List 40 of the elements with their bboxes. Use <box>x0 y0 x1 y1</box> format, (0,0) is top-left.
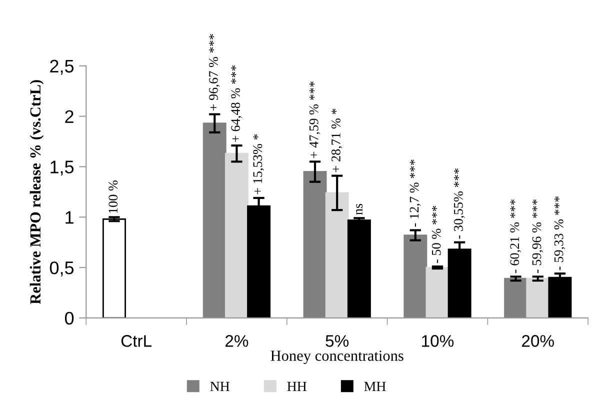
x-tick-label: 2% <box>226 335 248 347</box>
legend-label: HH <box>287 382 306 392</box>
y-tick-label: 2 <box>65 110 74 123</box>
annotation: + 15,53% * <box>253 134 264 194</box>
legend-label: NH <box>210 382 230 392</box>
y-tick-label: 1,5 <box>50 160 74 176</box>
y-axis-title: Relative MPO release % (vs.CtrL) <box>30 80 44 304</box>
annotation: + 47,59 % *** <box>309 81 320 158</box>
annotation: + 96,67 % *** <box>209 34 220 111</box>
bar <box>102 218 126 318</box>
bar <box>548 276 572 318</box>
annotation: - 50 % *** <box>432 206 441 264</box>
x-tick-label: 20% <box>522 335 554 347</box>
bar <box>347 219 371 318</box>
x-tick-label: CtrL <box>121 335 152 347</box>
bar <box>426 266 450 318</box>
x-tick-label: 10% <box>422 335 454 347</box>
y-tick-label: 1 <box>66 211 74 224</box>
legend-label: MH <box>364 382 386 392</box>
x-axis-title: Honey concentrations <box>270 350 404 364</box>
y-tick-label: 2,5 <box>50 60 74 75</box>
annotation: + 28,71 % * <box>331 108 342 172</box>
bar <box>404 234 428 318</box>
bar <box>303 171 327 318</box>
bar <box>325 192 349 318</box>
bar <box>526 278 550 318</box>
bar <box>224 152 248 318</box>
annotation: - 12,7 % *** <box>410 160 421 227</box>
annotation: - 59,33 % *** <box>554 196 566 270</box>
y-tick-label: 0,5 <box>50 261 74 276</box>
annotation: - 60,21 % *** <box>510 199 521 274</box>
annotation: + 64,48 % *** <box>231 65 242 142</box>
x-tick-label: 5% <box>326 335 349 347</box>
bar <box>202 122 226 318</box>
annotation: ns <box>356 204 362 215</box>
annotation: 100 % <box>108 180 118 213</box>
y-tick-label: 0 <box>64 312 74 325</box>
annotation: - 59,96 % *** <box>532 199 544 274</box>
annotation: - 30,55% *** <box>454 168 465 239</box>
bar <box>504 278 528 318</box>
